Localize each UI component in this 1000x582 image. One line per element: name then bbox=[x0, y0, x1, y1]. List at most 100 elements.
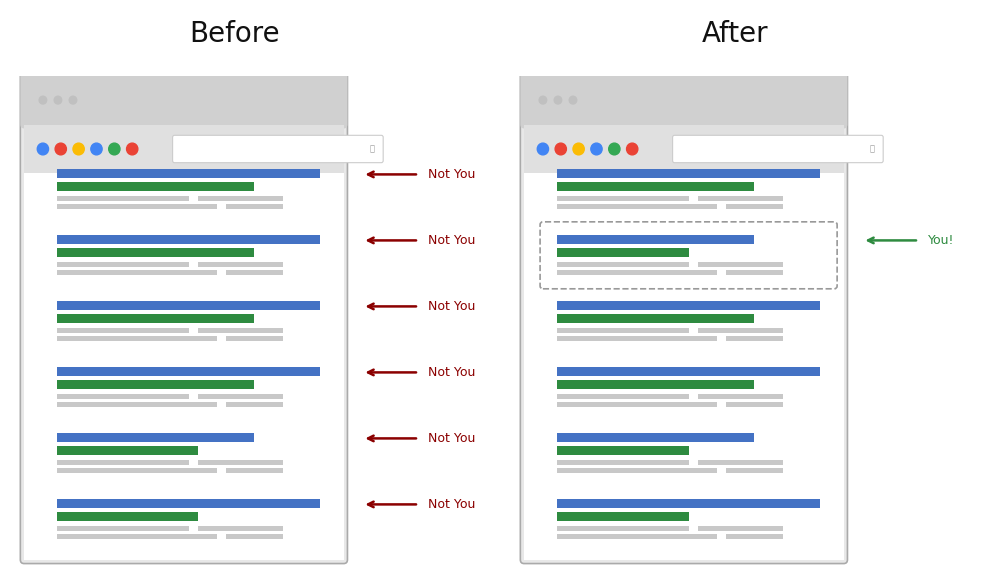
Bar bbox=[524, 173, 844, 560]
Bar bbox=[557, 367, 820, 377]
Bar bbox=[557, 469, 717, 473]
Bar bbox=[557, 402, 717, 407]
Bar bbox=[557, 235, 754, 244]
Bar bbox=[57, 367, 320, 377]
Bar bbox=[557, 204, 717, 209]
Bar bbox=[698, 395, 783, 399]
Bar bbox=[198, 460, 283, 465]
Bar bbox=[57, 182, 254, 190]
Bar bbox=[57, 526, 189, 531]
Bar bbox=[57, 402, 217, 407]
Bar bbox=[57, 314, 254, 322]
Bar bbox=[57, 300, 320, 310]
Bar bbox=[57, 262, 189, 267]
Circle shape bbox=[555, 143, 566, 155]
Bar bbox=[557, 169, 820, 178]
Bar bbox=[57, 196, 189, 201]
Bar bbox=[57, 249, 254, 257]
Text: ⌕: ⌕ bbox=[869, 144, 874, 154]
Bar bbox=[226, 204, 283, 209]
Bar bbox=[698, 328, 783, 333]
Bar bbox=[57, 499, 320, 508]
Circle shape bbox=[91, 143, 102, 155]
Bar bbox=[557, 249, 689, 257]
Circle shape bbox=[573, 143, 584, 155]
FancyBboxPatch shape bbox=[520, 72, 847, 563]
Bar bbox=[557, 534, 717, 539]
Bar bbox=[726, 534, 783, 539]
Bar bbox=[524, 125, 844, 173]
Circle shape bbox=[554, 96, 562, 104]
Bar bbox=[198, 328, 283, 333]
Bar bbox=[698, 196, 783, 201]
Bar bbox=[57, 270, 217, 275]
Text: You!: You! bbox=[928, 234, 955, 247]
Circle shape bbox=[73, 143, 84, 155]
Text: Not You: Not You bbox=[428, 300, 476, 313]
FancyBboxPatch shape bbox=[20, 72, 347, 563]
Bar bbox=[698, 460, 783, 465]
Bar bbox=[557, 314, 754, 322]
Circle shape bbox=[539, 96, 547, 104]
Bar bbox=[726, 469, 783, 473]
Bar bbox=[57, 460, 189, 465]
FancyBboxPatch shape bbox=[173, 135, 383, 163]
Text: Not You: Not You bbox=[428, 234, 476, 247]
Bar bbox=[557, 270, 717, 275]
Bar bbox=[524, 76, 844, 125]
Bar bbox=[226, 469, 283, 473]
Bar bbox=[226, 534, 283, 539]
Bar bbox=[557, 196, 689, 201]
Bar bbox=[57, 432, 254, 442]
FancyBboxPatch shape bbox=[20, 72, 347, 129]
Text: Before: Before bbox=[190, 20, 280, 48]
Bar bbox=[57, 235, 320, 244]
Bar bbox=[57, 204, 217, 209]
Bar bbox=[557, 395, 689, 399]
Bar bbox=[57, 446, 198, 455]
Text: Not You: Not You bbox=[428, 168, 476, 181]
Text: After: After bbox=[702, 20, 768, 48]
Bar bbox=[24, 76, 344, 125]
Circle shape bbox=[55, 143, 66, 155]
Text: Not You: Not You bbox=[428, 432, 476, 445]
FancyBboxPatch shape bbox=[520, 72, 847, 129]
Circle shape bbox=[54, 96, 62, 104]
Bar bbox=[557, 328, 689, 333]
Bar bbox=[24, 125, 344, 173]
Bar bbox=[226, 270, 283, 275]
Bar bbox=[57, 395, 189, 399]
Circle shape bbox=[127, 143, 138, 155]
Bar bbox=[726, 336, 783, 341]
Bar bbox=[198, 196, 283, 201]
Bar bbox=[57, 534, 217, 539]
Bar bbox=[57, 512, 198, 520]
Circle shape bbox=[569, 96, 577, 104]
Bar bbox=[57, 469, 217, 473]
Bar bbox=[198, 395, 283, 399]
Circle shape bbox=[591, 143, 602, 155]
Bar bbox=[24, 173, 344, 560]
Bar bbox=[557, 262, 689, 267]
Circle shape bbox=[537, 143, 549, 155]
FancyBboxPatch shape bbox=[540, 222, 837, 289]
Bar bbox=[198, 262, 283, 267]
Bar bbox=[226, 402, 283, 407]
Bar bbox=[698, 526, 783, 531]
Circle shape bbox=[69, 96, 77, 104]
Bar bbox=[557, 460, 689, 465]
Bar bbox=[557, 446, 689, 455]
Bar bbox=[198, 526, 283, 531]
Circle shape bbox=[39, 96, 47, 104]
Bar bbox=[557, 182, 754, 190]
Bar bbox=[726, 402, 783, 407]
Bar bbox=[57, 380, 254, 389]
Bar bbox=[557, 432, 754, 442]
Bar bbox=[557, 526, 689, 531]
Bar bbox=[57, 328, 189, 333]
Circle shape bbox=[109, 143, 120, 155]
Text: ⌕: ⌕ bbox=[369, 144, 374, 154]
Circle shape bbox=[609, 143, 620, 155]
Bar bbox=[726, 270, 783, 275]
Text: Not You: Not You bbox=[428, 498, 476, 511]
